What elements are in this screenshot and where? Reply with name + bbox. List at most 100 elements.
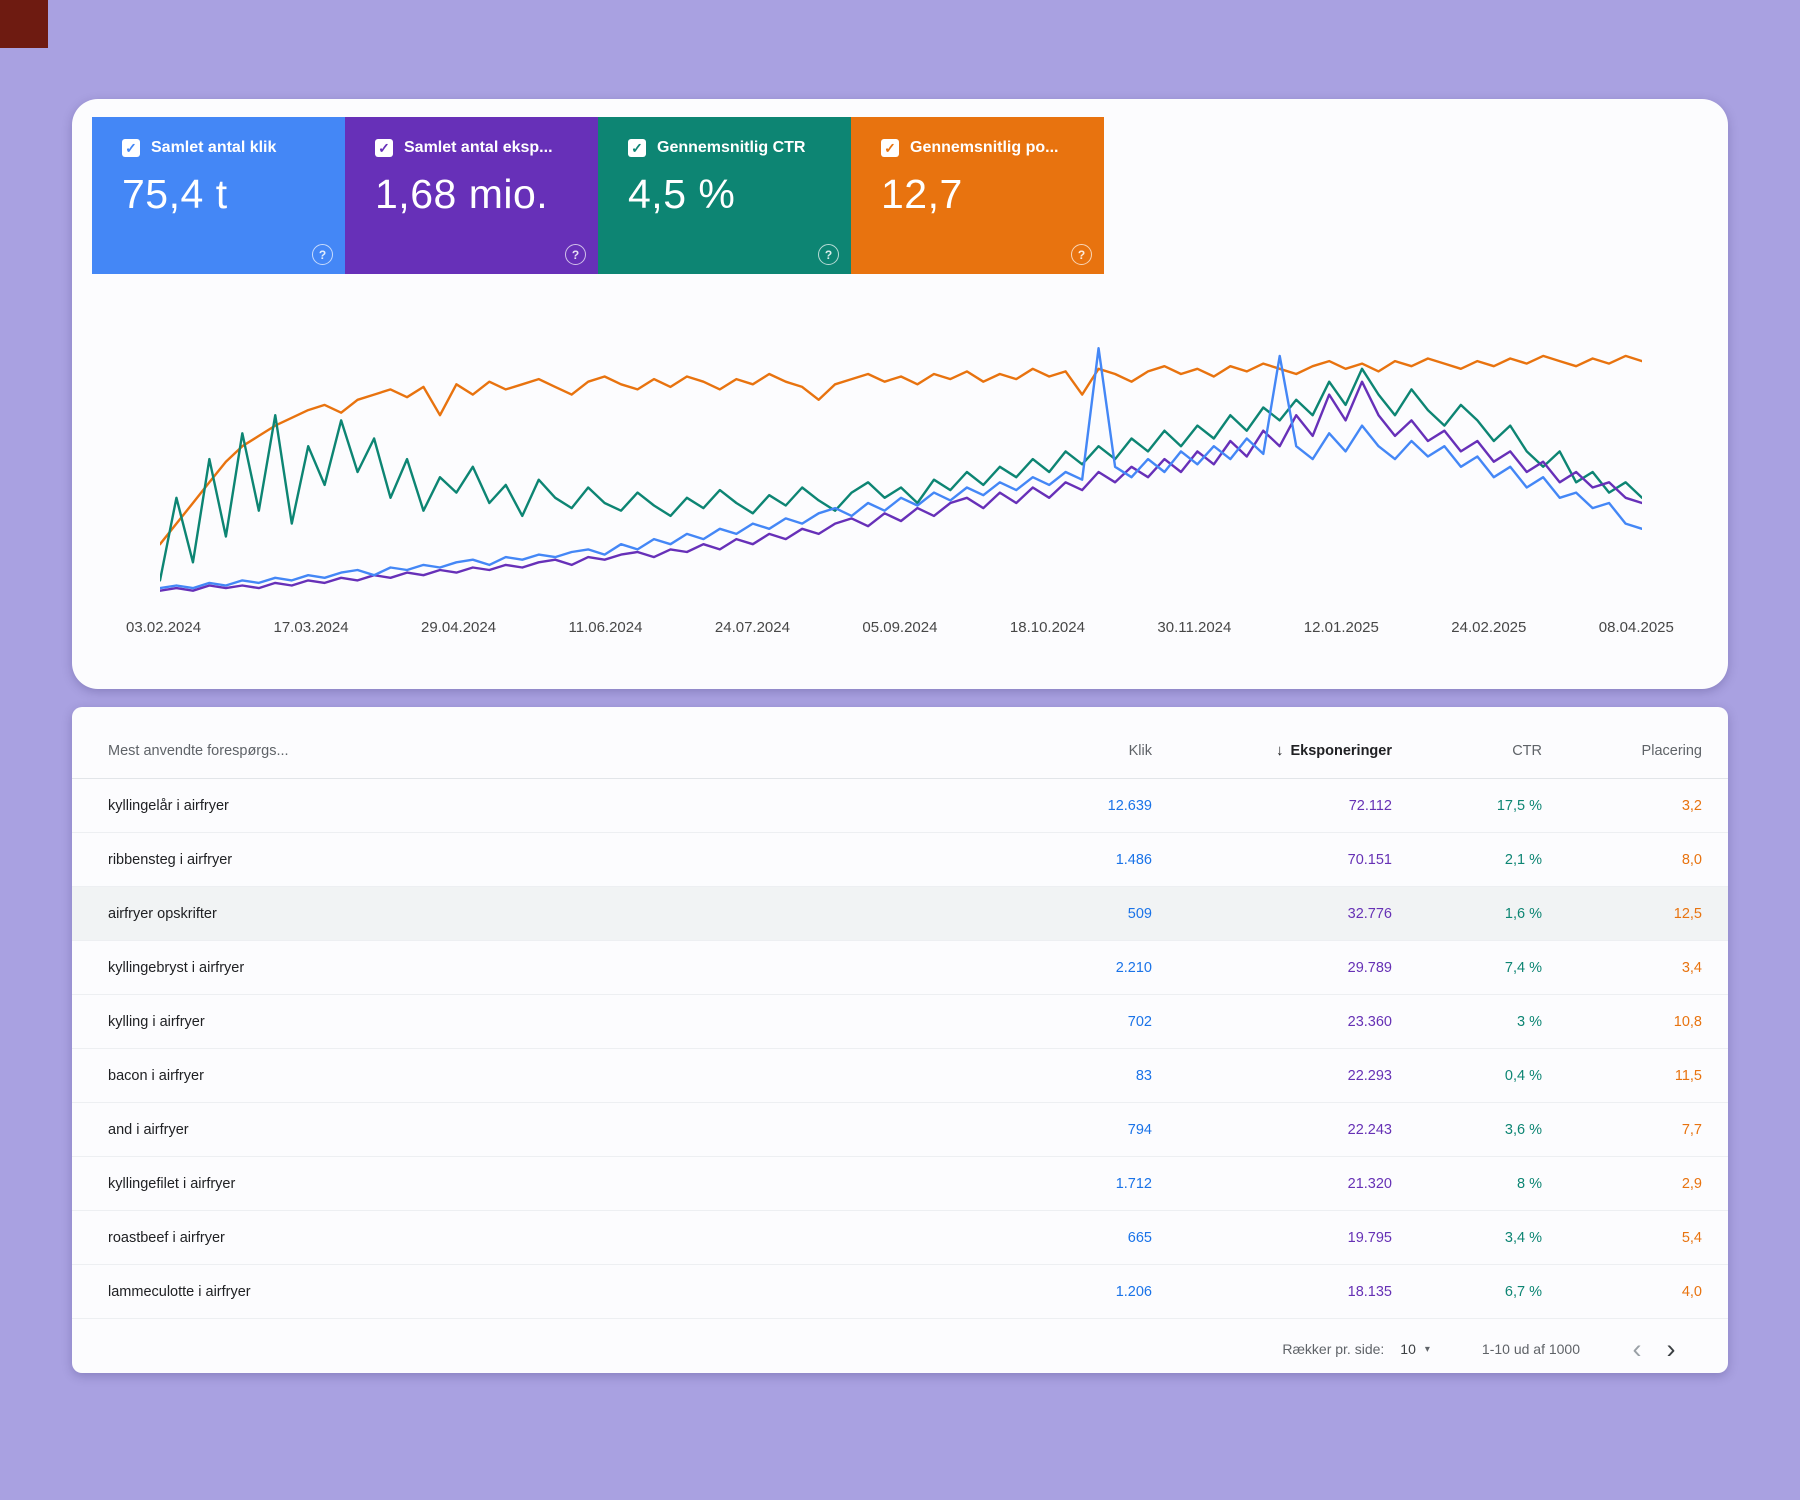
ctr-cell: 3,6 % xyxy=(1504,1121,1542,1138)
x-axis-tick: 29.04.2024 xyxy=(421,619,497,636)
timeseries-chart[interactable] xyxy=(160,333,1642,605)
x-axis-tick: 05.09.2024 xyxy=(862,619,938,636)
table-row[interactable]: kylling i airfryer 702 23.360 3 % 10,8 xyxy=(72,995,1728,1049)
clicks-cell: 83 xyxy=(1135,1067,1152,1084)
table-row[interactable]: roastbeef i airfryer 665 19.795 3,4 % 5,… xyxy=(72,1211,1728,1265)
metric-value: 4,5 % xyxy=(628,171,736,217)
query-cell: kyllingefilet i airfryer xyxy=(108,1175,236,1192)
table-row[interactable]: kyllingebryst i airfryer 2.210 29.789 7,… xyxy=(72,941,1728,995)
position-cell: 4,0 xyxy=(1681,1283,1702,1300)
dropdown-caret-icon: ▾ xyxy=(1424,1343,1430,1355)
impressions-cell: 29.789 xyxy=(1347,959,1392,976)
table-row-highlighted[interactable]: airfryer opskrifter 509 32.776 1,6 % 12,… xyxy=(72,887,1728,941)
checkbox-checked-icon[interactable]: ✓ xyxy=(122,139,140,157)
column-header-impressions[interactable]: ↓ Eksponeringer xyxy=(1152,742,1392,759)
query-cell: ribbensteg i airfryer xyxy=(108,851,233,868)
rows-per-page-label: Rækker pr. side: xyxy=(1282,1341,1385,1357)
metric-card-impressions[interactable]: ✓ Samlet antal eksp... 1,68 mio. ? xyxy=(345,117,598,274)
column-header-impressions-label: Eksponeringer xyxy=(1290,742,1392,759)
impressions-cell: 18.135 xyxy=(1347,1283,1392,1300)
rows-per-page-select[interactable]: 10 ▾ xyxy=(1400,1341,1430,1357)
table-row[interactable]: kyllingefilet i airfryer 1.712 21.320 8 … xyxy=(72,1157,1728,1211)
metric-card-position[interactable]: ✓ Gennemsnitlig po... 12,7 ? xyxy=(851,117,1104,274)
metric-value: 1,68 mio. xyxy=(375,171,549,217)
table-row[interactable]: lammeculotte i airfryer 1.206 18.135 6,7… xyxy=(72,1265,1728,1319)
ctr-cell: 1,6 % xyxy=(1504,905,1542,922)
impressions-cell: 22.243 xyxy=(1347,1121,1392,1138)
help-icon[interactable]: ? xyxy=(312,244,333,265)
impressions-cell: 19.795 xyxy=(1347,1229,1392,1246)
ctr-cell: 8 % xyxy=(1517,1175,1542,1192)
clicks-cell: 1.206 xyxy=(1115,1283,1152,1300)
table-row[interactable]: bacon i airfryer 83 22.293 0,4 % 11,5 xyxy=(72,1049,1728,1103)
position-cell: 12,5 xyxy=(1673,905,1702,922)
position-cell: 11,5 xyxy=(1674,1067,1702,1084)
impressions-cell: 72.112 xyxy=(1348,797,1392,814)
pagination-range-label: 1-10 ud af 1000 xyxy=(1481,1341,1580,1357)
position-cell: 5,4 xyxy=(1681,1229,1702,1246)
impressions-cell: 22.293 xyxy=(1347,1067,1392,1084)
previous-page-button[interactable]: ‹ xyxy=(1632,1333,1642,1364)
query-cell: and i airfryer xyxy=(108,1121,189,1138)
x-axis-tick: 12.01.2025 xyxy=(1303,619,1379,636)
next-page-button[interactable]: › xyxy=(1666,1333,1676,1364)
metric-value: 12,7 xyxy=(881,171,963,217)
x-axis-tick: 17.03.2024 xyxy=(273,619,349,636)
metric-label: Gennemsnitlig po... xyxy=(910,139,1059,156)
help-icon[interactable]: ? xyxy=(565,244,586,265)
metric-label: Samlet antal eksp... xyxy=(404,139,553,156)
chart-x-axis: 03.02.2024 17.03.2024 29.04.2024 11.06.2… xyxy=(126,619,1674,636)
metric-card-ctr[interactable]: ✓ Gennemsnitlig CTR 4,5 % ? xyxy=(598,117,851,274)
x-axis-tick: 18.10.2024 xyxy=(1009,619,1085,636)
query-cell: airfryer opskrifter xyxy=(108,905,217,922)
sort-descending-icon: ↓ xyxy=(1275,742,1284,759)
query-cell: bacon i airfryer xyxy=(108,1067,204,1084)
checkbox-checked-icon[interactable]: ✓ xyxy=(881,139,899,157)
position-cell: 8,0 xyxy=(1681,851,1702,868)
metric-card-clicks[interactable]: ✓ Samlet antal klik 75,4 t ? xyxy=(92,117,345,274)
metric-card-position-header: ✓ Gennemsnitlig po... xyxy=(851,117,1104,157)
table-footer: Rækker pr. side: 10 ▾ 1-10 ud af 1000 ‹ … xyxy=(72,1319,1728,1379)
x-axis-tick: 30.11.2024 xyxy=(1157,619,1232,636)
help-icon[interactable]: ? xyxy=(1071,244,1092,265)
table-row[interactable]: ribbensteg i airfryer 1.486 70.151 2,1 %… xyxy=(72,833,1728,887)
chart-canvas xyxy=(160,346,1642,592)
impressions-cell: 32.776 xyxy=(1347,905,1392,922)
x-axis-tick: 08.04.2025 xyxy=(1598,619,1674,636)
clicks-cell: 2.210 xyxy=(1115,959,1152,976)
clicks-cell: 1.486 xyxy=(1115,851,1152,868)
table-row[interactable]: and i airfryer 794 22.243 3,6 % 7,7 xyxy=(72,1103,1728,1157)
ctr-cell: 6,7 % xyxy=(1504,1283,1542,1300)
ctr-cell: 2,1 % xyxy=(1504,851,1542,868)
clicks-cell: 794 xyxy=(1127,1121,1152,1138)
table-header-row: Mest anvendte forespørgs... Klik ↓ Ekspo… xyxy=(72,723,1728,779)
table-row[interactable]: kyllingelår i airfryer 12.639 72.112 17,… xyxy=(72,779,1728,833)
impressions-cell: 23.360 xyxy=(1347,1013,1392,1030)
metric-card-ctr-header: ✓ Gennemsnitlig CTR xyxy=(598,117,851,157)
metric-cards: ✓ Samlet antal klik 75,4 t ? ✓ Samlet an… xyxy=(92,117,1104,274)
query-cell: kyllingelår i airfryer xyxy=(108,797,229,814)
column-header-clicks[interactable]: Klik xyxy=(1128,742,1152,759)
ctr-cell: 7,4 % xyxy=(1504,959,1542,976)
column-header-query[interactable]: Mest anvendte forespørgs... xyxy=(108,742,289,759)
help-icon[interactable]: ? xyxy=(818,244,839,265)
checkbox-checked-icon[interactable]: ✓ xyxy=(375,139,393,157)
x-axis-tick: 11.06.2024 xyxy=(568,619,643,636)
ctr-cell: 17,5 % xyxy=(1496,797,1542,814)
x-axis-tick: 03.02.2024 xyxy=(126,619,202,636)
ctr-cell: 3,4 % xyxy=(1504,1229,1542,1246)
column-header-position[interactable]: Placering xyxy=(1641,742,1702,759)
metric-label: Samlet antal klik xyxy=(151,139,277,156)
checkbox-checked-icon[interactable]: ✓ xyxy=(628,139,646,157)
column-header-ctr[interactable]: CTR xyxy=(1512,742,1542,759)
ctr-cell: 3 % xyxy=(1517,1013,1542,1030)
performance-panel: ✓ Samlet antal klik 75,4 t ? ✓ Samlet an… xyxy=(72,99,1728,689)
x-axis-tick: 24.07.2024 xyxy=(714,619,790,636)
metric-card-impressions-header: ✓ Samlet antal eksp... xyxy=(345,117,598,157)
clicks-cell: 12.639 xyxy=(1107,797,1152,814)
position-cell: 10,8 xyxy=(1673,1013,1702,1030)
metric-value: 75,4 t xyxy=(122,171,228,217)
query-cell: roastbeef i airfryer xyxy=(108,1229,225,1246)
position-cell: 2,9 xyxy=(1681,1175,1702,1192)
corner-artifact xyxy=(0,0,48,48)
